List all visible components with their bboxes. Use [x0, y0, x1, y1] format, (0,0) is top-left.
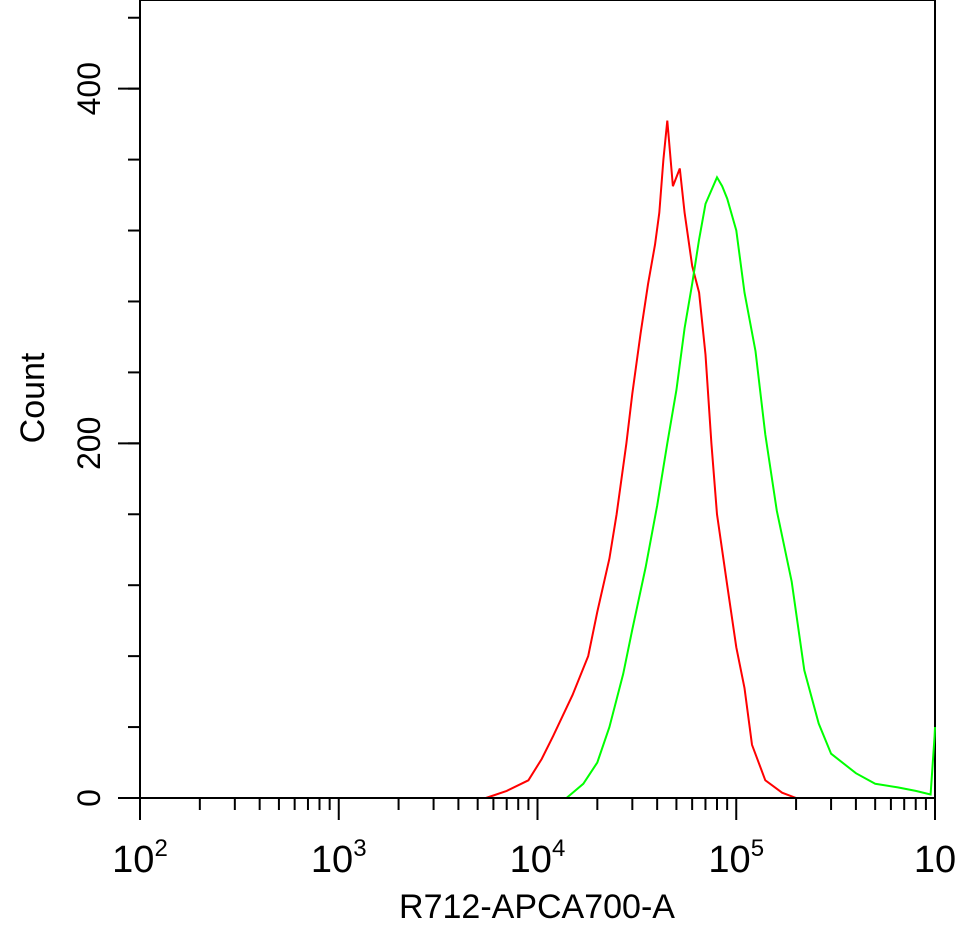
x-tick-label: 105: [708, 835, 764, 881]
series-layer: [485, 120, 936, 799]
series-line-1: [565, 175, 936, 799]
y-tick-label: 200: [71, 417, 107, 470]
x-tick-label: 104: [510, 835, 566, 881]
y-tick-label: 0: [71, 789, 107, 807]
series-line-0: [485, 120, 797, 799]
y-axis: 0 200 400: [71, 0, 141, 807]
x-tick-label: 10: [914, 839, 956, 881]
y-tick-label: 400: [71, 62, 107, 115]
x-tick-label: 103: [311, 835, 367, 881]
y-axis-title: Count: [14, 352, 52, 443]
x-axis-title: R712-APCA700-A: [399, 888, 675, 926]
plot-frame: [139, 0, 936, 799]
x-tick-label: 102: [112, 835, 168, 881]
x-axis: 102 103 104 105 10: [112, 797, 956, 881]
